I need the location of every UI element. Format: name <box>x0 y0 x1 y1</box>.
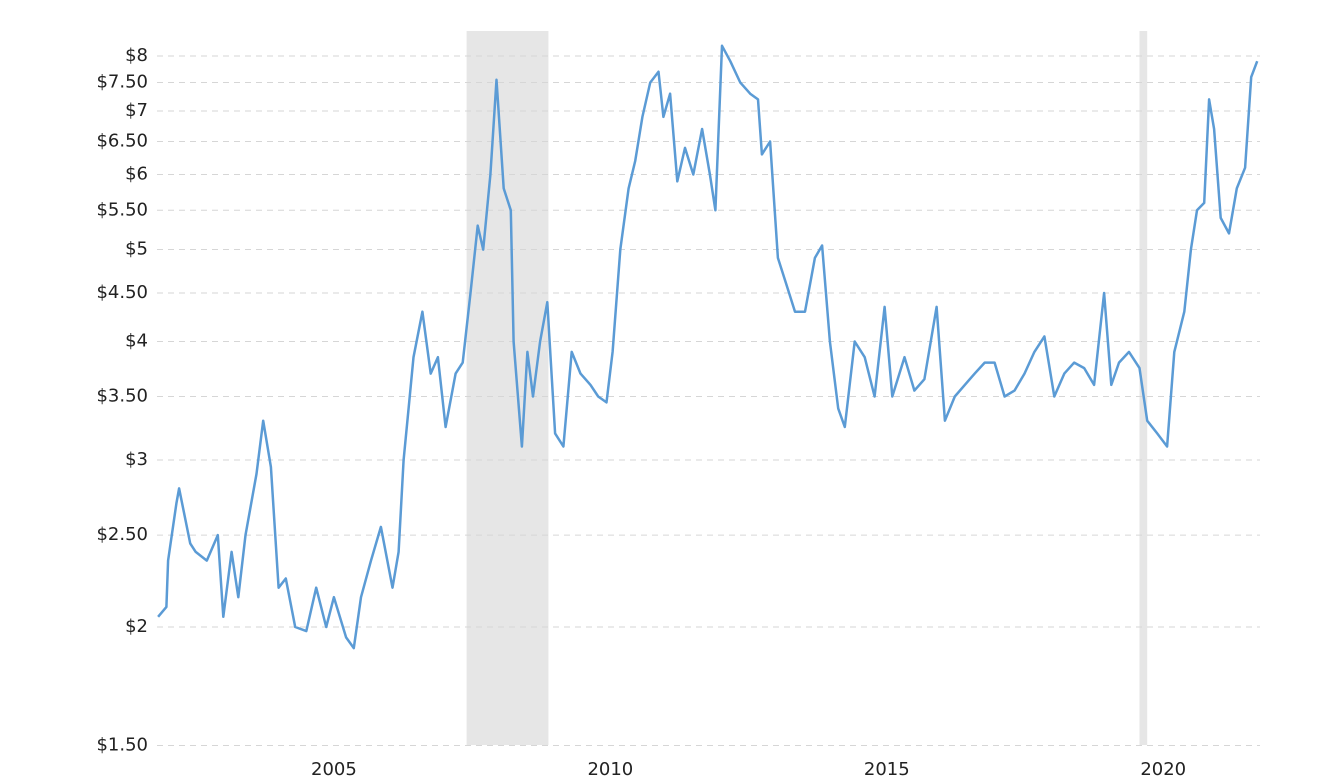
y-tick-label: $4 <box>125 330 148 351</box>
y-tick-label: $5 <box>125 239 148 260</box>
y-tick-label: $4.50 <box>96 282 148 303</box>
x-tick-label: 2005 <box>311 759 357 780</box>
y-tick-label: $6.50 <box>96 130 148 151</box>
y-tick-label: $2 <box>125 616 148 637</box>
y-tick-label: $6 <box>125 163 148 184</box>
y-tick-label: $3 <box>125 449 148 470</box>
recession-band <box>466 31 549 745</box>
y-tick-label: $8 <box>125 45 148 66</box>
y-tick-label: $7.50 <box>96 72 148 93</box>
x-tick-label: 2020 <box>1140 759 1186 780</box>
x-tick-label: 2010 <box>587 759 633 780</box>
y-tick-label: $1.50 <box>96 734 148 755</box>
y-tick-label: $2.50 <box>96 524 148 545</box>
x-tick-label: 2015 <box>864 759 910 780</box>
y-tick-label: $7 <box>125 100 148 121</box>
y-tick-label: $3.50 <box>96 385 148 406</box>
y-tick-label: $5.50 <box>96 199 148 220</box>
price-line <box>157 44 1259 650</box>
